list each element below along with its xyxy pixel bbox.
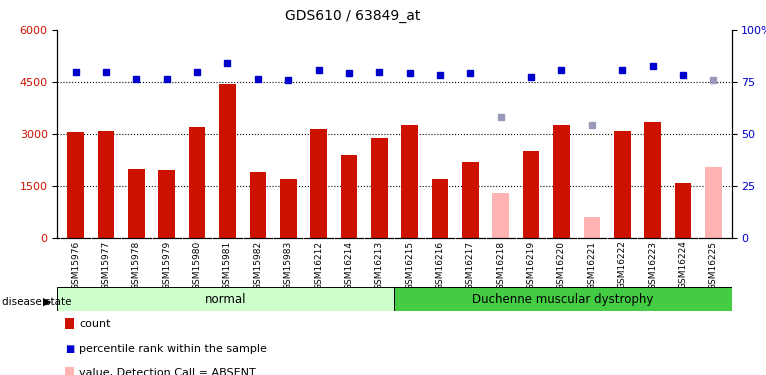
Bar: [128, 169, 145, 238]
Bar: [644, 122, 661, 238]
Text: GSM15980: GSM15980: [192, 241, 201, 290]
Text: GSM15979: GSM15979: [162, 241, 172, 290]
Bar: [553, 125, 570, 238]
Bar: [522, 152, 539, 238]
Text: GSM15982: GSM15982: [254, 241, 262, 290]
Text: GSM16222: GSM16222: [617, 241, 627, 290]
Bar: [98, 130, 114, 238]
Text: GSM16212: GSM16212: [314, 241, 323, 290]
Bar: [341, 155, 357, 238]
Text: GSM16215: GSM16215: [405, 241, 414, 290]
Text: GSM15981: GSM15981: [223, 241, 232, 290]
Text: GSM15983: GSM15983: [283, 241, 293, 290]
Text: GSM16219: GSM16219: [527, 241, 535, 290]
Text: GSM16221: GSM16221: [588, 241, 597, 290]
Bar: [584, 217, 601, 238]
Text: GSM16213: GSM16213: [375, 241, 384, 290]
Text: GSM16218: GSM16218: [496, 241, 506, 290]
Text: ▶: ▶: [43, 297, 51, 307]
Text: count: count: [79, 320, 110, 329]
Text: normal: normal: [205, 292, 247, 306]
Text: GSM16217: GSM16217: [466, 241, 475, 290]
Text: GSM15978: GSM15978: [132, 241, 141, 290]
Bar: [371, 138, 388, 238]
Bar: [401, 125, 418, 238]
Bar: [493, 193, 509, 238]
Bar: [675, 183, 691, 238]
Bar: [310, 129, 327, 238]
Bar: [614, 130, 630, 238]
Text: GSM16225: GSM16225: [709, 241, 718, 290]
Text: value, Detection Call = ABSENT: value, Detection Call = ABSENT: [79, 368, 256, 375]
Bar: [57, 287, 394, 311]
Bar: [219, 84, 236, 238]
Bar: [462, 162, 479, 238]
Text: GSM15976: GSM15976: [71, 241, 80, 290]
Bar: [188, 127, 205, 238]
Text: GSM16216: GSM16216: [436, 241, 444, 290]
Text: GSM15977: GSM15977: [102, 241, 110, 290]
Text: ■: ■: [65, 344, 74, 354]
Text: GDS610 / 63849_at: GDS610 / 63849_at: [285, 9, 420, 23]
Bar: [394, 287, 732, 311]
Text: Duchenne muscular dystrophy: Duchenne muscular dystrophy: [473, 292, 653, 306]
Bar: [159, 171, 175, 238]
Text: GSM16220: GSM16220: [557, 241, 566, 290]
Text: disease state: disease state: [2, 297, 72, 307]
Bar: [280, 179, 296, 238]
Bar: [67, 132, 84, 238]
Bar: [250, 172, 267, 238]
Text: GSM16224: GSM16224: [679, 241, 687, 290]
Bar: [705, 167, 722, 238]
Text: percentile rank within the sample: percentile rank within the sample: [79, 344, 267, 354]
Text: GSM16223: GSM16223: [648, 241, 657, 290]
Text: GSM16214: GSM16214: [345, 241, 353, 290]
Bar: [432, 179, 448, 238]
